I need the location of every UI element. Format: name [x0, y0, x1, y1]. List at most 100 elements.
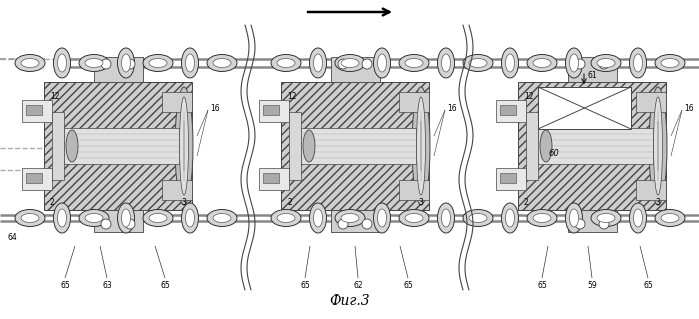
Ellipse shape — [469, 58, 487, 68]
Ellipse shape — [79, 210, 109, 226]
Text: 65: 65 — [60, 281, 70, 290]
Text: 61: 61 — [587, 70, 597, 79]
Bar — [568, 57, 617, 82]
Circle shape — [338, 219, 348, 229]
Ellipse shape — [271, 55, 301, 71]
Ellipse shape — [570, 54, 579, 72]
Ellipse shape — [654, 97, 663, 195]
Ellipse shape — [597, 58, 615, 68]
Text: 16: 16 — [210, 104, 219, 113]
Bar — [331, 210, 380, 232]
Ellipse shape — [149, 213, 167, 222]
Ellipse shape — [213, 213, 231, 222]
Circle shape — [575, 59, 585, 69]
Text: 59: 59 — [587, 281, 597, 290]
Ellipse shape — [313, 54, 322, 72]
Ellipse shape — [540, 130, 552, 162]
Ellipse shape — [661, 58, 679, 68]
Ellipse shape — [649, 87, 667, 205]
Bar — [496, 100, 526, 122]
Ellipse shape — [213, 58, 231, 68]
Text: 64: 64 — [7, 233, 17, 242]
Ellipse shape — [533, 213, 551, 222]
Text: 65: 65 — [300, 281, 310, 290]
Ellipse shape — [633, 209, 642, 227]
Bar — [538, 87, 631, 129]
Text: 2: 2 — [287, 198, 291, 207]
Ellipse shape — [501, 203, 519, 233]
Ellipse shape — [597, 213, 615, 222]
Ellipse shape — [527, 55, 557, 71]
Ellipse shape — [417, 97, 426, 195]
Ellipse shape — [85, 213, 103, 222]
Bar — [500, 105, 516, 115]
Ellipse shape — [373, 203, 391, 233]
Ellipse shape — [335, 210, 365, 226]
Ellipse shape — [313, 209, 322, 227]
Ellipse shape — [341, 213, 359, 222]
Ellipse shape — [335, 55, 365, 71]
Bar — [162, 180, 192, 200]
Ellipse shape — [185, 54, 194, 72]
Circle shape — [599, 219, 609, 229]
Ellipse shape — [182, 203, 199, 233]
Ellipse shape — [399, 210, 429, 226]
Bar — [259, 100, 289, 122]
Ellipse shape — [565, 48, 582, 78]
Text: 3: 3 — [418, 198, 423, 207]
Ellipse shape — [175, 87, 193, 205]
Text: 3: 3 — [181, 198, 186, 207]
Ellipse shape — [182, 48, 199, 78]
Bar — [64, 128, 179, 164]
Ellipse shape — [377, 209, 387, 227]
Ellipse shape — [591, 210, 621, 226]
Bar — [26, 173, 42, 183]
Ellipse shape — [377, 54, 387, 72]
Circle shape — [338, 59, 348, 69]
Ellipse shape — [85, 58, 103, 68]
Ellipse shape — [117, 203, 134, 233]
Ellipse shape — [143, 55, 173, 71]
Ellipse shape — [277, 58, 295, 68]
Ellipse shape — [442, 209, 450, 227]
Circle shape — [575, 219, 585, 229]
Ellipse shape — [469, 213, 487, 222]
Bar — [636, 180, 666, 200]
Ellipse shape — [373, 48, 391, 78]
Text: 65: 65 — [643, 281, 653, 290]
Text: 65: 65 — [537, 281, 547, 290]
Ellipse shape — [438, 48, 454, 78]
Ellipse shape — [185, 209, 194, 227]
Ellipse shape — [633, 54, 642, 72]
Bar — [26, 105, 42, 115]
Ellipse shape — [57, 54, 66, 72]
Bar — [162, 92, 192, 112]
Ellipse shape — [310, 48, 326, 78]
Ellipse shape — [655, 55, 685, 71]
Ellipse shape — [15, 210, 45, 226]
Ellipse shape — [527, 210, 557, 226]
Ellipse shape — [207, 210, 237, 226]
Bar — [44, 82, 192, 210]
Ellipse shape — [79, 55, 109, 71]
Ellipse shape — [399, 55, 429, 71]
Circle shape — [362, 59, 372, 69]
Bar — [281, 82, 429, 210]
Bar — [399, 180, 429, 200]
Ellipse shape — [405, 58, 423, 68]
Text: 65: 65 — [403, 281, 413, 290]
Bar — [263, 173, 279, 183]
Ellipse shape — [438, 203, 454, 233]
Ellipse shape — [463, 210, 493, 226]
Text: 63: 63 — [102, 281, 112, 290]
Ellipse shape — [501, 48, 519, 78]
Bar — [263, 105, 279, 115]
Circle shape — [101, 59, 111, 69]
Bar — [518, 82, 666, 210]
Ellipse shape — [463, 55, 493, 71]
Ellipse shape — [505, 54, 514, 72]
Ellipse shape — [277, 213, 295, 222]
Text: 2: 2 — [524, 198, 528, 207]
Bar — [301, 128, 416, 164]
Ellipse shape — [149, 58, 167, 68]
